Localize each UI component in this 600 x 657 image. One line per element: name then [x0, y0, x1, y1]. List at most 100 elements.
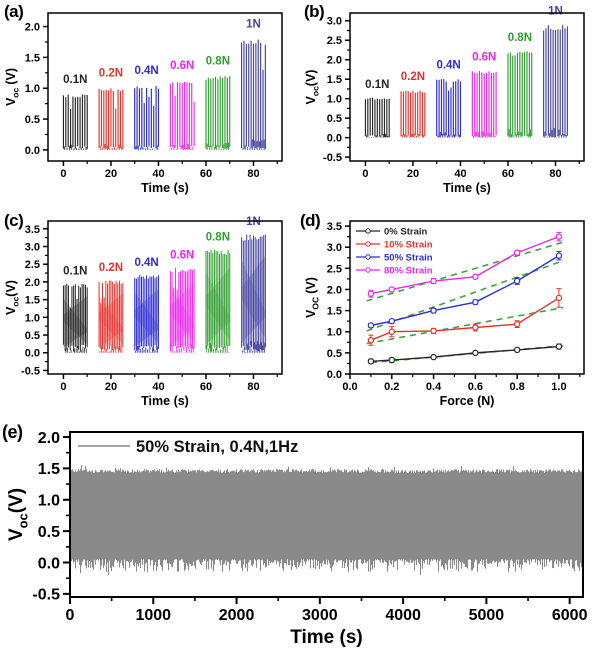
x-tick-label: 1.0: [551, 381, 566, 393]
plot-content: 0% Strain 10% Strain 50% Strain 80% Strain: [356, 227, 564, 365]
data-point: [555, 252, 563, 259]
plot-content: 0.1N 0.2N 0.4N 0.6N 0.8N 1N: [62, 18, 266, 150]
burst-1N: 1N: [543, 6, 568, 138]
x-tick-label: 0.4: [426, 381, 442, 393]
y-tick-label: 2.0: [327, 55, 342, 67]
y-axis-title: Voc(V): [304, 70, 321, 105]
burst-0.2N: 0.2N: [98, 68, 124, 150]
data-point: [555, 294, 563, 302]
y-tick-label: -0.5: [21, 365, 40, 377]
y-tick-label: 0.5: [25, 330, 40, 342]
data-point: [430, 353, 437, 361]
burst-force-label: 0.6N: [170, 60, 194, 72]
y-tick-label: 1.5: [327, 74, 342, 86]
y-tick-label: 1.0: [327, 327, 342, 339]
y-tick-label: 2.5: [25, 259, 40, 271]
legend: 50% Strain, 0.4N,1Hz: [78, 438, 298, 456]
legend-label: 50% Strain: [384, 253, 433, 264]
y-axis-title: Voc(V): [6, 488, 30, 541]
x-tick-label: 20: [105, 168, 117, 180]
burst-0.2N: 0.2N: [98, 262, 124, 353]
data-point: [555, 233, 563, 240]
x-tick-label: 5000: [469, 607, 505, 624]
axes: 0.0 0.2 0.4 0.6 0.8 1.0 0.0 0.5 1.0 1.5 2.0 2.5 3.0 3…: [304, 220, 585, 408]
panel-e: (e) 50% Strain, 0.4N,1Hz 0 1000 2000 3000 400…: [0, 420, 600, 657]
plot-content: 50% Strain, 0.4N,1Hz: [69, 438, 584, 576]
y-tick-label: 1.5: [327, 306, 342, 318]
legend-marker: [365, 267, 371, 273]
axes: 0 20 40 60 80 -0.5 0.0 0.5 1.0 1.5 2.0 2.5 3.0 Time (…: [304, 12, 585, 195]
x-tick-label: 80: [549, 168, 561, 180]
legend-marker: [365, 241, 371, 247]
y-tick-label: 1.5: [25, 52, 40, 64]
data-point: [513, 320, 521, 328]
y-tick-label: 0.0: [25, 145, 40, 157]
data-point: [430, 327, 437, 335]
panel-d-label: (d): [300, 211, 321, 230]
data-point: [513, 249, 521, 256]
series-80-strain: [367, 231, 563, 298]
data-point: [472, 324, 479, 331]
x-axis-title: Time (s): [141, 394, 189, 408]
legend-label: 80% Strain: [384, 266, 433, 277]
burst-0.4N: 0.4N: [134, 65, 160, 150]
burst-force-label: 0.2N: [99, 68, 123, 80]
x-tick-label: 60: [502, 168, 514, 180]
plot-content: 0.1N 0.2N 0.4N 0.6N 0.8N 1N: [62, 216, 266, 353]
axes: 0 20 40 60 80 0.0 0.5 1.0 1.5 2.0 Time (s) Voc(V): [4, 12, 283, 195]
y-tick-label: 3.5: [327, 221, 342, 233]
y-axis-title: Voc(V): [4, 280, 21, 315]
burst-force-label: 1N: [246, 216, 261, 228]
legend-marker: [365, 228, 371, 234]
panel-d: (d) 0% Strain 10% Strain 50% Strain 80% Str…: [300, 205, 600, 420]
data-point: [430, 307, 437, 314]
y-tick-label: 3.0: [327, 16, 342, 28]
y-axis-title: VOC(V): [304, 277, 321, 318]
series-0-strain: [367, 343, 563, 365]
burst-0.6N: 0.6N: [471, 52, 497, 138]
linear-fit-line: [366, 306, 564, 345]
burst-0.6N: 0.6N: [169, 60, 195, 150]
series-line: [370, 297, 560, 341]
burst-0.8N: 0.8N: [507, 32, 533, 138]
y-tick-label: 2.5: [327, 263, 342, 275]
burst-0.1N: 0.1N: [364, 79, 390, 138]
axes-box: [69, 431, 584, 598]
series-line: [370, 255, 560, 327]
axes-box: [47, 12, 283, 162]
data-point: [367, 290, 375, 297]
data-point: [513, 277, 521, 285]
y-tick-label: 3.0: [327, 242, 342, 254]
legend-marker: [365, 254, 371, 260]
data-point: [367, 336, 375, 344]
x-tick-label: 4000: [385, 607, 421, 624]
data-point: [388, 317, 395, 325]
y-tick-label: 2.5: [327, 35, 342, 47]
burst-0.4N: 0.4N: [436, 59, 462, 138]
series-line: [370, 235, 560, 295]
data-point: [513, 346, 521, 354]
y-tick-label: 2.0: [327, 284, 342, 296]
burst-1N: 1N: [241, 18, 266, 150]
burst-0.8N: 0.8N: [205, 55, 231, 150]
legend-label: 0% Strain: [384, 227, 427, 238]
burst-force-label: 0.8N: [508, 32, 532, 44]
y-tick-label: 0.5: [327, 348, 342, 360]
y-tick-label: 0.5: [327, 113, 342, 125]
x-tick-label: 0: [66, 607, 75, 624]
burst-force-label: 0.2N: [401, 71, 425, 83]
plot-content: 0.1N 0.2N 0.4N 0.6N 0.8N 1N: [364, 6, 568, 138]
axes: 0 1000 2000 3000 4000 5000 6000 -0.5 0.0 0.5 1.0 1.…: [6, 430, 588, 648]
burst-0.8N: 0.8N: [205, 231, 231, 353]
x-tick-label: 60: [200, 381, 212, 393]
x-tick-label: 0: [60, 168, 66, 180]
noise-band: [69, 465, 584, 576]
burst-0.1N: 0.1N: [62, 74, 88, 150]
x-axis-title: Time (s): [443, 181, 491, 195]
y-tick-label: 2.0: [38, 430, 60, 447]
x-tick-label: 20: [105, 381, 117, 393]
x-tick-label: 0.8: [509, 381, 524, 393]
burst-force-label: 0.1N: [365, 79, 389, 91]
